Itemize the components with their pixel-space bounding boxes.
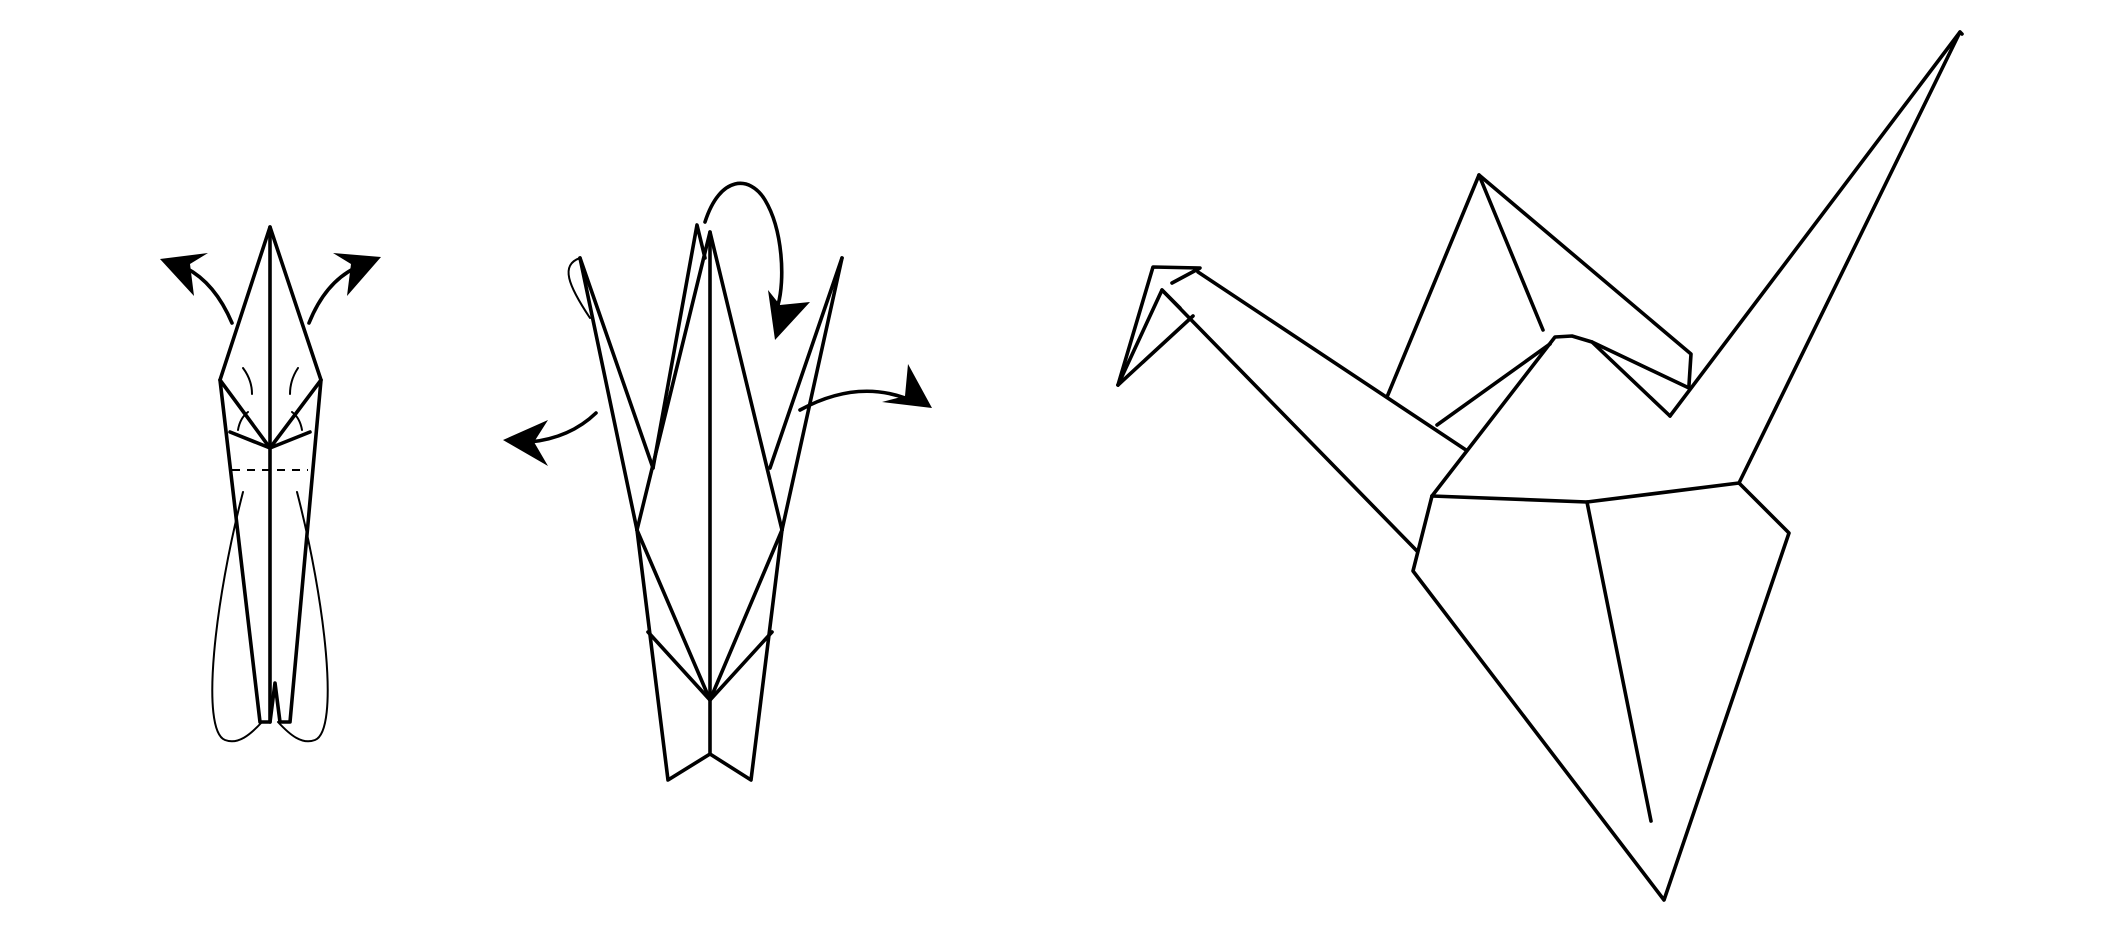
- crane-neck-bottom: [1160, 288, 1419, 553]
- crane-body-band: [1430, 481, 1741, 504]
- step2-arrow-left-curve: [528, 411, 598, 444]
- step2-left-flap-curl: [567, 257, 591, 319]
- step1-kite-outline: [218, 225, 323, 724]
- crane-back-wing-crease: [1477, 173, 1545, 332]
- step1-right-loop: [277, 491, 329, 743]
- step1-arrow-right-curve: [307, 266, 357, 325]
- crane-front-wing: [1411, 481, 1791, 902]
- step2-inner-left-point: [651, 223, 707, 470]
- step1-arrow-left-curve: [184, 266, 234, 325]
- crane-front-wing-crease: [1585, 500, 1653, 823]
- crane-head-underside: [1116, 314, 1195, 387]
- step1-small-arc-right-2: [291, 411, 303, 431]
- step-fold-head-and-wings: [503, 181, 932, 782]
- crane-head: [1116, 265, 1202, 387]
- step2-arrow-top-head: [768, 290, 810, 340]
- crane-back-wing: [1385, 173, 1693, 399]
- crane-back-wing-line: [1435, 342, 1552, 427]
- crane-tail: [1668, 30, 1962, 485]
- step1-small-arc-right: [289, 367, 299, 395]
- step1-small-arc-left-2: [237, 411, 249, 431]
- step1-arrow-right-head: [333, 253, 381, 296]
- step2-right-flap-edge: [780, 256, 844, 532]
- step1-small-arc-left: [242, 367, 253, 395]
- step1-left-loop: [211, 491, 263, 743]
- step2-arrow-right-head: [882, 364, 932, 408]
- crane-neck-top: [1196, 270, 1468, 452]
- crane-tail-edge: [1958, 30, 1964, 36]
- step-finished-crane: [1116, 30, 1964, 902]
- step2-arrow-left-head: [503, 420, 548, 466]
- step2-arrow-right-curve: [798, 389, 907, 412]
- step2-arrow-top-loop: [703, 181, 784, 307]
- step2-right-flap: [768, 256, 844, 470]
- step2-left-flap-edge: [578, 256, 639, 532]
- step1-cross-lines: [228, 430, 312, 450]
- step-inside-reverse-folds: [160, 225, 381, 743]
- crane-body-diag: [1590, 340, 1672, 418]
- crane-body-top: [1430, 334, 1691, 498]
- step1-arrow-left-head: [160, 253, 208, 296]
- step2-left-flap: [578, 256, 655, 470]
